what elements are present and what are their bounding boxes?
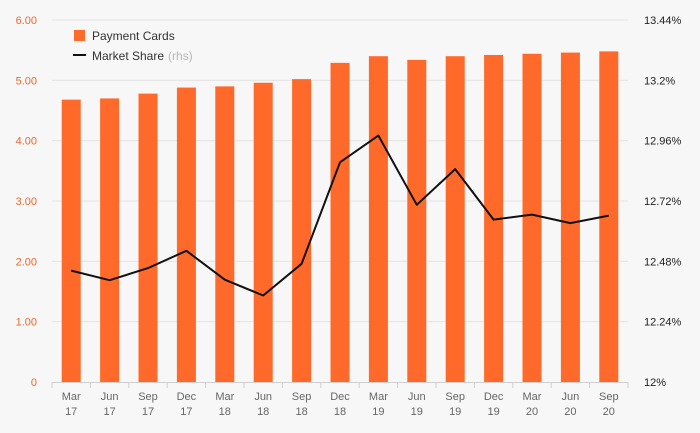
y-left-tick-label: 0: [31, 377, 37, 389]
bar: [330, 62, 350, 382]
x-tick-year: 19: [411, 406, 423, 418]
x-tick-year: 18: [334, 406, 346, 418]
x-tick-year: 19: [487, 406, 499, 418]
y-right-tick-label: 12.96%: [644, 136, 682, 148]
bar: [368, 56, 388, 382]
y-right-tick-label: 12.72%: [644, 196, 682, 208]
x-tick-month: Dec: [484, 391, 504, 403]
bar: [522, 53, 542, 382]
x-tick-label: Sep 19: [445, 391, 465, 418]
axes: 0 1.00 2.00 3.00 4.00 5.00 6.00 12% 12.24% 12.48%…: [16, 15, 682, 418]
x-tick-label: Sep 20: [599, 391, 619, 418]
bar: [61, 99, 81, 382]
legend-label-market-share-name: Market Share: [92, 49, 164, 63]
x-tick-year: 20: [603, 406, 615, 418]
x-tick-year: 17: [103, 406, 115, 418]
x-tick-label: Jun 19: [408, 391, 426, 418]
x-tick-label: Jun 18: [254, 391, 272, 418]
bar: [292, 79, 312, 383]
bar: [599, 51, 619, 383]
y-left-tick-label: 2.00: [16, 256, 37, 268]
x-tick-label: Sep 18: [292, 391, 312, 418]
market-share-line: [70, 134, 609, 297]
bar: [176, 87, 196, 382]
x-tick-label: Jun 20: [562, 391, 580, 418]
x-tick-month: Sep: [292, 391, 312, 403]
bar: [253, 82, 273, 382]
y-left-tick-label: 6.00: [16, 15, 37, 27]
x-tick-label: Mar 19: [369, 391, 388, 418]
x-tick-year: 19: [372, 406, 384, 418]
x-tick-month: Jun: [254, 391, 272, 403]
bar: [560, 52, 580, 383]
x-tick-year: 17: [180, 406, 192, 418]
x-tick-month: Sep: [138, 391, 158, 403]
x-tick-year: 17: [65, 406, 77, 418]
bar: [215, 86, 235, 382]
bar-series: [61, 51, 619, 383]
x-tick-label: Sep 17: [138, 391, 158, 418]
y-right-tick-label: 13.44%: [644, 15, 682, 27]
bar: [100, 98, 120, 382]
line-series: [70, 134, 609, 297]
y-right-tick-label: 12%: [644, 377, 666, 389]
y-right-tick-label: 12.48%: [644, 256, 682, 268]
legend-label-rhs-suffix: (rhs): [168, 49, 193, 63]
legend-label-payment-cards: Payment Cards: [92, 29, 175, 43]
x-tick-month: Sep: [445, 391, 465, 403]
x-tick-year: 18: [295, 406, 307, 418]
bar: [138, 93, 158, 383]
legend: Payment Cards Market Share (rhs): [73, 29, 193, 63]
y-left-tick-label: 3.00: [16, 196, 37, 208]
x-tick-month: Sep: [599, 391, 619, 403]
x-tick-year: 20: [526, 406, 538, 418]
legend-label-market-share: Market Share (rhs): [92, 49, 193, 63]
x-tick-label: Dec 17: [177, 391, 197, 418]
x-tick-label: Mar 17: [62, 391, 81, 418]
x-tick-month: Jun: [101, 391, 119, 403]
y-left-tick-label: 5.00: [16, 75, 37, 87]
x-tick-month: Mar: [215, 391, 234, 403]
x-tick-year: 20: [564, 406, 576, 418]
y-right-tick-label: 12.24%: [644, 317, 682, 329]
x-tick-month: Mar: [62, 391, 81, 403]
x-tick-month: Dec: [330, 391, 350, 403]
y-left-tick-label: 4.00: [16, 136, 37, 148]
x-tick-label: Mar 20: [523, 391, 542, 418]
x-tick-year: 19: [449, 406, 461, 418]
x-tick-month: Jun: [562, 391, 580, 403]
x-tick-month: Mar: [523, 391, 542, 403]
x-tick-label: Dec 18: [330, 391, 350, 418]
bar: [407, 59, 427, 382]
x-tick-year: 18: [219, 406, 231, 418]
x-tick-year: 17: [142, 406, 154, 418]
x-tick-month: Mar: [369, 391, 388, 403]
x-tick-month: Jun: [408, 391, 426, 403]
x-tick-label: Mar 18: [215, 391, 234, 418]
x-tick-label: Dec 19: [484, 391, 504, 418]
y-left-tick-label: 1.00: [16, 317, 37, 329]
x-tick-month: Dec: [177, 391, 197, 403]
bar: [445, 56, 465, 382]
x-tick-label: Jun 17: [101, 391, 119, 418]
y-right-tick-label: 13.2%: [644, 75, 675, 87]
legend-swatch-payment-cards: [74, 30, 85, 41]
x-tick-year: 18: [257, 406, 269, 418]
